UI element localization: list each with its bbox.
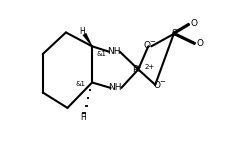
Polygon shape <box>83 33 92 47</box>
Text: O: O <box>153 81 160 90</box>
Text: −: − <box>159 80 165 85</box>
Text: NH: NH <box>107 47 120 56</box>
Text: &1: &1 <box>97 51 107 57</box>
Text: H: H <box>81 113 86 122</box>
Text: S: S <box>172 30 177 38</box>
Text: −: − <box>149 39 155 45</box>
Text: NH: NH <box>109 83 122 92</box>
Text: Pt: Pt <box>132 65 141 74</box>
Text: O: O <box>143 41 150 50</box>
Text: 2+: 2+ <box>144 64 155 70</box>
Text: H: H <box>79 27 85 36</box>
Text: O: O <box>191 19 198 28</box>
Text: &1: &1 <box>75 81 85 87</box>
Text: O: O <box>196 39 203 48</box>
